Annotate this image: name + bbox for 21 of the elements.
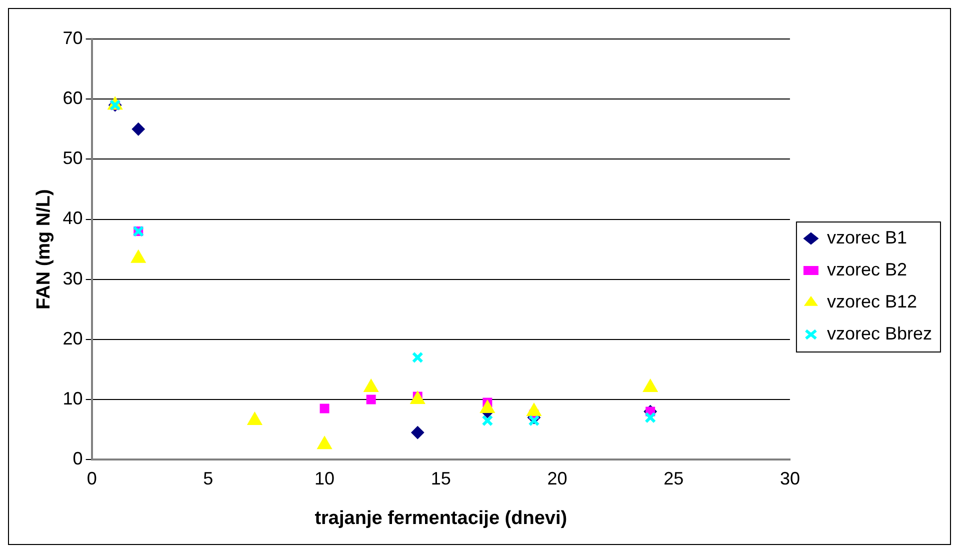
y-tick-label: 50 xyxy=(62,148,83,168)
y-tick-label: 70 xyxy=(62,28,83,48)
x-tick-label: 20 xyxy=(547,468,568,488)
y-tick-label: 60 xyxy=(62,88,83,108)
legend-label: vzorec B12 xyxy=(826,291,918,312)
y-tick-label: 30 xyxy=(62,268,83,288)
x-tick-label: 15 xyxy=(430,468,451,488)
y-axis-title: FAN (mg N/L) xyxy=(34,189,55,310)
x-tick-label: 25 xyxy=(664,468,684,488)
x-tick-label: 0 xyxy=(86,468,97,488)
x-axis-title: trajanje fermentacije (dnevi) xyxy=(314,508,568,529)
legend-label: vzorec B1 xyxy=(826,227,908,248)
y-tick-label: 0 xyxy=(72,448,83,469)
legend-label: vzorec B2 xyxy=(826,259,908,280)
legend-label: vzorec Bbrez xyxy=(826,323,932,344)
x-tick-label: 30 xyxy=(780,468,800,488)
x-tick-label: 5 xyxy=(203,468,214,488)
y-tick-label: 10 xyxy=(62,388,83,408)
x-tick-label: 10 xyxy=(314,468,335,488)
y-tick-label: 40 xyxy=(62,208,83,228)
y-tick-label: 20 xyxy=(62,328,83,348)
